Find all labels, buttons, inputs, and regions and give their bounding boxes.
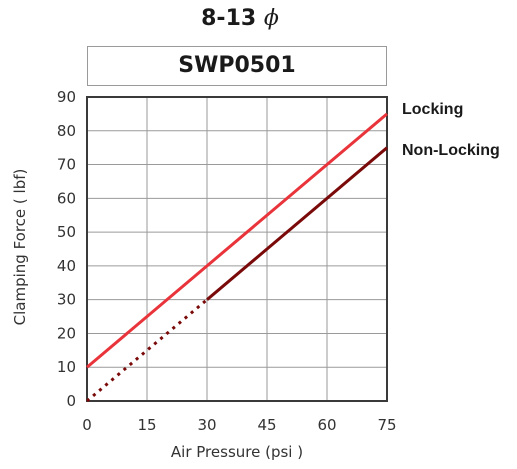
y-tick-label: 60 [57,189,76,207]
y-tick-label: 10 [57,358,76,376]
chart-title: 8-13 ϕ [120,6,360,31]
y-tick-label: 70 [57,156,76,174]
series-line-non-locking-solid [206,146,388,301]
x-tick-label: 75 [377,416,396,434]
x-tick-label: 45 [257,416,276,434]
y-tick-label: 30 [57,291,76,309]
x-tick-label: 30 [197,416,216,434]
y-axis-label: Clamping Force ( lbf) [11,168,29,326]
title-text: 8-13 [201,6,257,31]
phi-symbol: ϕ [263,6,279,31]
x-tick-label: 0 [82,416,92,434]
series-line-non-locking-dotted [86,298,208,403]
x-tick-label: 15 [137,416,156,434]
y-tick-label: 40 [57,257,76,275]
plot-frame [86,96,388,402]
x-tick-label: 60 [317,416,336,434]
y-tick-label: 50 [57,223,76,241]
x-axis-label: Air Pressure (psi ) [170,443,304,461]
series-line-locking [86,112,388,369]
y-tick-label: 80 [57,122,76,140]
legend-locking: Locking [402,101,464,118]
y-tick-label: 0 [66,392,76,410]
y-tick-label: 20 [57,324,76,342]
model-label: SWP0501 [178,53,296,78]
y-tick-label: 90 [57,88,76,106]
model-label-box: SWP0501 [87,46,387,86]
legend-non-locking: Non-Locking [402,142,500,159]
